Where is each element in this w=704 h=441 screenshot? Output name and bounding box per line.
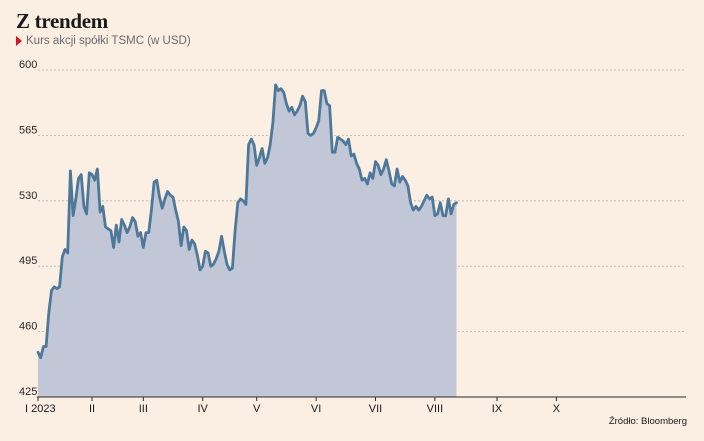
y-tick-label: 565	[19, 124, 37, 136]
y-tick-label: 530	[19, 190, 37, 202]
red-triangle-icon	[16, 36, 22, 46]
y-tick-label: 460	[19, 321, 37, 333]
chart-title: Z trendem	[16, 9, 108, 33]
x-tick-label: X	[553, 403, 561, 415]
x-tick-label: II	[89, 403, 95, 415]
price-line	[36, 83, 458, 360]
y-tick-label: 600	[19, 59, 37, 71]
x-tick-label: VII	[369, 403, 382, 415]
chart-subtitle: Kurs akcji spółki TSMC (w USD)	[16, 35, 191, 47]
x-tick-label: IX	[492, 403, 503, 415]
y-tick-label: 425	[19, 386, 37, 398]
chart-subtitle-text: Kurs akcji spółki TSMC (w USD)	[26, 35, 191, 47]
x-tick-label: VI	[311, 403, 321, 415]
x-tick-label: III	[139, 403, 148, 415]
price-area	[38, 84, 457, 398]
x-tick-label: IV	[197, 403, 208, 415]
x-tick-label: I 2023	[25, 403, 56, 415]
x-tick-label: V	[253, 403, 261, 415]
y-tick-label: 495	[19, 255, 37, 267]
x-tick-label: VIII	[427, 403, 444, 415]
source-note: Źródło: Bloomberg	[608, 416, 687, 427]
